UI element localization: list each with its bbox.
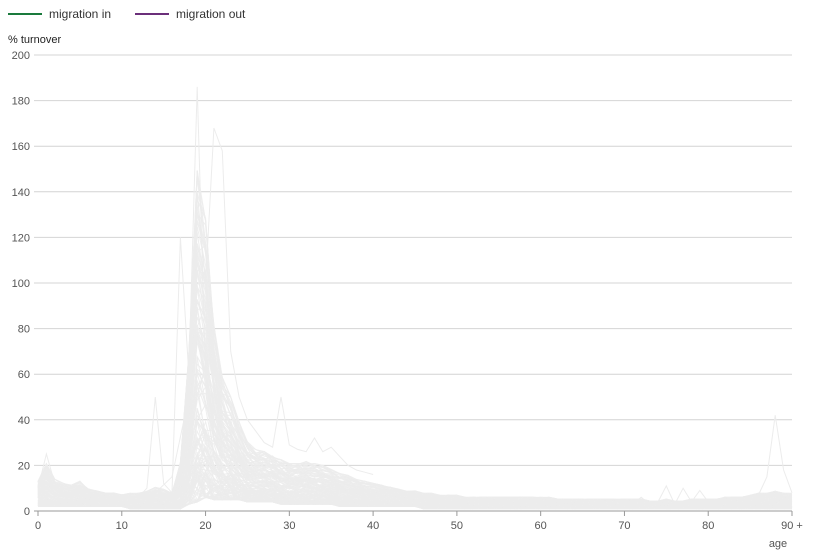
series-line <box>37 176 793 502</box>
series-line <box>37 271 793 505</box>
y-tick-label-120: 120 <box>12 232 30 244</box>
legend: migration in migration out <box>8 7 246 21</box>
series-line <box>37 257 793 504</box>
series-line-outlier-3 <box>624 484 709 506</box>
y-tick-label-40: 40 <box>18 415 30 427</box>
y-tick-label-160: 160 <box>12 141 30 153</box>
y-tick-label-20: 20 <box>18 460 30 472</box>
series-line <box>37 299 793 506</box>
series-line <box>37 430 793 509</box>
series-line <box>37 226 793 504</box>
series-line <box>37 268 793 504</box>
series-line <box>37 300 793 506</box>
series-line <box>37 363 793 507</box>
series-line <box>37 221 793 504</box>
series-line <box>37 330 793 506</box>
y-tick-labels: 0 20 40 60 80 100 120 140 160 180 200 <box>12 50 30 518</box>
series-line <box>37 268 793 505</box>
series-line <box>37 332 793 507</box>
series-line-outlier-0 <box>37 86 248 498</box>
series-line <box>37 336 793 507</box>
series-line <box>37 204 792 504</box>
series-line <box>37 366 793 507</box>
legend-label-migration-out: migration out <box>176 7 246 21</box>
series-line <box>37 304 792 506</box>
series-line <box>37 286 793 506</box>
series-line-outlier-1 <box>121 127 374 501</box>
series-line <box>37 316 793 505</box>
series-line <box>37 254 793 505</box>
gridlines <box>34 54 792 512</box>
series-line <box>37 354 793 508</box>
series-line <box>37 488 793 510</box>
y-axis-label: % turnover <box>8 34 62 46</box>
series-line <box>37 299 793 506</box>
y-tick-label-80: 80 <box>18 324 30 336</box>
series-line <box>37 335 793 506</box>
series-line <box>37 170 793 503</box>
x-tick-label-10: 10 <box>116 520 128 532</box>
series-line <box>37 330 793 507</box>
y-tick-label-100: 100 <box>12 278 30 290</box>
series-line <box>37 212 793 503</box>
x-tick-label-70: 70 <box>618 520 630 532</box>
x-tick-label-90: 90 + <box>781 520 803 532</box>
x-tick-label-0: 0 <box>35 520 41 532</box>
legend-item-migration-out[interactable]: migration out <box>135 7 246 21</box>
series-line <box>37 335 793 507</box>
series-line <box>37 325 792 506</box>
series-line <box>37 193 793 503</box>
series-line <box>37 285 793 505</box>
x-axis-label: age <box>769 538 787 550</box>
series-line <box>37 270 793 505</box>
series-line-outlier-2 <box>708 415 793 503</box>
x-tick-label-20: 20 <box>199 520 211 532</box>
series-line <box>37 232 793 504</box>
legend-item-migration-in[interactable]: migration in <box>8 7 111 21</box>
series-line <box>37 170 793 502</box>
series-line <box>37 329 793 506</box>
series-line <box>37 341 793 507</box>
x-tick-label-40: 40 <box>367 520 379 532</box>
x-tick-label-60: 60 <box>535 520 547 532</box>
series-line <box>37 357 793 508</box>
legend-label-migration-in: migration in <box>49 7 111 21</box>
x-tick-label-50: 50 <box>451 520 463 532</box>
series-line <box>37 170 792 502</box>
series-line <box>37 260 793 505</box>
series-line <box>37 324 793 506</box>
series-line <box>37 428 793 508</box>
series-line <box>37 307 793 506</box>
y-tick-label-180: 180 <box>12 96 30 108</box>
y-tick-label-200: 200 <box>12 50 30 62</box>
series-line <box>37 199 793 503</box>
x-tick-label-30: 30 <box>283 520 295 532</box>
series-line <box>37 300 793 506</box>
series-line <box>37 176 793 503</box>
y-tick-label-0: 0 <box>24 506 30 518</box>
series-line <box>37 220 793 503</box>
series-line <box>37 214 793 503</box>
series-line <box>37 285 793 505</box>
series-line <box>37 256 793 504</box>
y-tick-label-60: 60 <box>18 369 30 381</box>
series-line <box>37 331 793 506</box>
series-line <box>37 336 793 506</box>
series-line <box>37 306 793 506</box>
series-line <box>37 329 793 506</box>
series-line <box>37 264 793 504</box>
y-tick-label-140: 140 <box>12 187 30 199</box>
series-line <box>37 308 793 505</box>
series-line <box>37 261 793 505</box>
x-tick-label-80: 80 <box>702 520 714 532</box>
series-line <box>37 327 793 506</box>
x-tick-labels: 0 10 20 30 40 50 60 70 80 90 + <box>35 511 803 532</box>
series-group <box>37 86 793 510</box>
series-line <box>37 271 793 505</box>
series-line <box>37 212 792 503</box>
series-line <box>37 366 793 507</box>
